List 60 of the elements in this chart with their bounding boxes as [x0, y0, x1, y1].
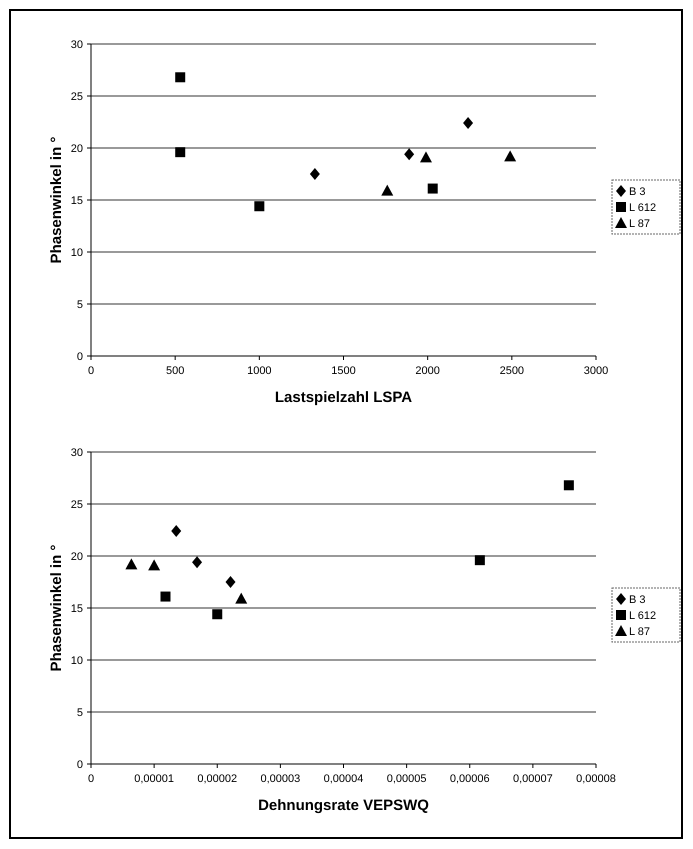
legend-label: L 87 [629, 218, 650, 230]
x-tick-label: 2500 [500, 365, 524, 377]
y-tick-label: 25 [70, 91, 83, 103]
point [504, 150, 516, 162]
point [192, 556, 202, 568]
legend-label: L 87 [629, 626, 650, 638]
point [171, 525, 182, 538]
y-tick-label: 10 [70, 655, 83, 667]
y-axis-title: Phasenwinkel in ° [48, 136, 65, 264]
point [564, 480, 574, 490]
legend-label: L 612 [629, 610, 656, 622]
point [226, 576, 236, 588]
x-axis-title: Dehnungsrate VEPSWQ [258, 797, 430, 814]
y-tick-label: 10 [70, 247, 83, 259]
y-tick-label: 0 [76, 759, 83, 771]
point [125, 558, 138, 570]
point [310, 168, 320, 180]
point [381, 184, 394, 196]
point [175, 72, 186, 82]
x-axis-title: Lastspielzahl LSPA [274, 389, 412, 406]
y-tick-label: 20 [70, 551, 83, 563]
x-tick-label: 1000 [247, 365, 272, 377]
legend-label: B 3 [629, 594, 646, 606]
x-tick-label: 1500 [331, 365, 356, 377]
y-tick-label: 30 [70, 39, 83, 51]
y-tick-label: 25 [70, 499, 83, 511]
y-axis-title: Phasenwinkel in ° [48, 544, 65, 672]
x-tick-label: 0 [88, 365, 94, 377]
x-tick-label: 0,00007 [512, 773, 553, 785]
y-tick-label: 5 [76, 299, 83, 311]
legend-label: L 612 [629, 202, 656, 214]
legend-label: B 3 [629, 186, 646, 198]
y-tick-label: 5 [76, 707, 83, 719]
y-tick-label: 0 [76, 351, 83, 363]
point [404, 148, 414, 160]
point [160, 592, 170, 602]
x-tick-label: 2000 [415, 365, 440, 377]
x-tick-label: 0,00002 [197, 773, 238, 785]
point [175, 147, 186, 158]
point [463, 117, 474, 130]
point [212, 609, 222, 620]
point [474, 555, 485, 566]
y-tick-label: 15 [70, 603, 83, 615]
point [420, 151, 432, 162]
point [428, 184, 438, 194]
x-tick-label: 500 [166, 365, 184, 377]
y-tick-label: 15 [70, 195, 83, 207]
x-tick-label: 0,00005 [386, 773, 427, 785]
x-tick-label: 3000 [584, 365, 608, 377]
x-tick-label: 0 [88, 773, 94, 785]
point [148, 559, 160, 570]
x-tick-label: 0,00001 [134, 773, 174, 785]
x-tick-label: 0,00008 [576, 773, 616, 785]
y-tick-label: 20 [70, 143, 83, 155]
x-tick-label: 0,00006 [450, 773, 490, 785]
x-tick-label: 0,00004 [324, 773, 364, 785]
point [254, 201, 264, 212]
point [235, 592, 248, 604]
x-tick-label: 0,00003 [260, 773, 300, 785]
y-tick-label: 30 [70, 447, 83, 459]
